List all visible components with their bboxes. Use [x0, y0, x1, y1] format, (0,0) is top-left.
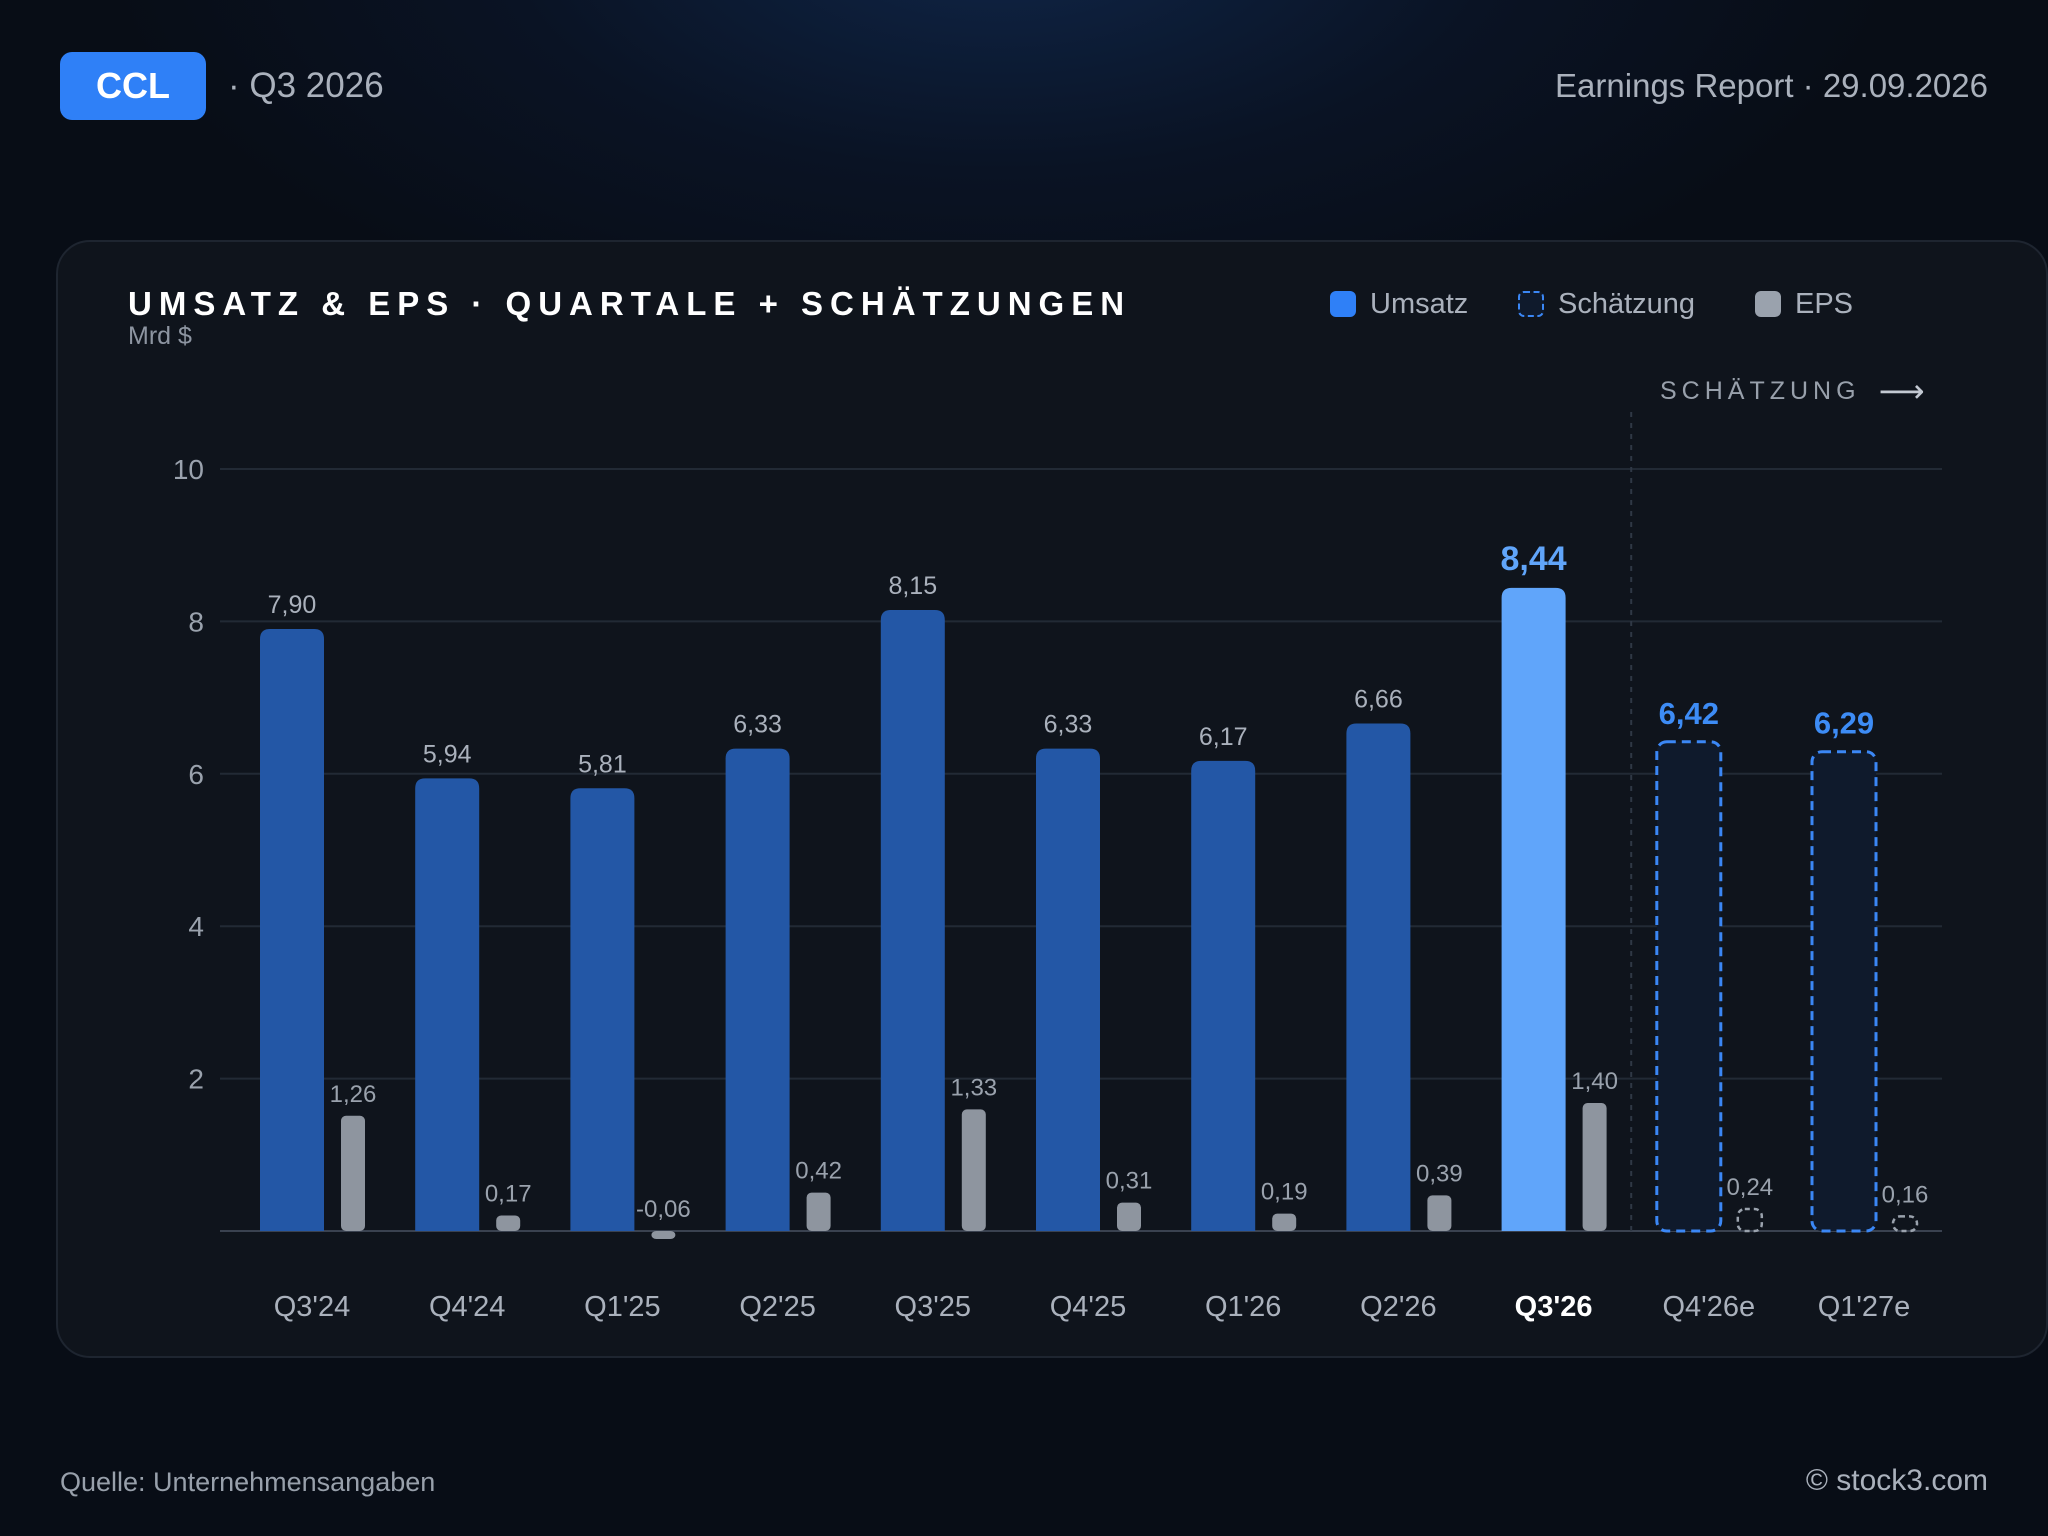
revenue-bar [415, 778, 480, 1231]
revenue-bar-estimate [1655, 740, 1723, 1233]
revenue-value-label: 7,90 [268, 591, 317, 619]
revenue-bar [570, 788, 635, 1231]
eps-value-label: 0,42 [795, 1158, 842, 1185]
x-tick-label: Q4'25 [1050, 1291, 1126, 1323]
x-tick-label: Q3'24 [274, 1291, 350, 1323]
y-tick-label: 2 [188, 1064, 204, 1095]
eps-bar [341, 1115, 365, 1231]
estimate-section-label: SCHÄTZUNG ⟶ [1660, 374, 1924, 408]
revenue-bar [1191, 760, 1256, 1231]
legend-item-eps: EPS [1755, 284, 1853, 324]
y-tick-label: 4 [188, 911, 204, 942]
revenue-value-label: 8,15 [888, 572, 937, 600]
y-tick-label: 8 [188, 606, 204, 637]
chart-unit: Mrd $ [128, 322, 192, 350]
x-tick-label: Q1'27e [1818, 1291, 1911, 1323]
revenue-value-label: 6,42 [1659, 696, 1719, 731]
report-period: · Q3 2026 [228, 66, 384, 105]
eps-bar [651, 1231, 676, 1239]
revenue-bar [1346, 723, 1411, 1231]
eps-value-label: -0,06 [636, 1196, 691, 1223]
eps-bar-estimate [1736, 1207, 1764, 1233]
revenue-value-label: 6,66 [1354, 686, 1403, 714]
revenue-bar [1501, 587, 1566, 1231]
x-tick-label: Q3'26 [1515, 1291, 1593, 1323]
x-tick-label: Q4'26e [1662, 1291, 1755, 1323]
eps-bar [496, 1215, 521, 1231]
estimate-section-text: SCHÄTZUNG [1660, 377, 1861, 405]
legend-swatch-revenue [1330, 291, 1356, 317]
report-date: Earnings Report · 29.09.2026 [1555, 67, 1988, 104]
legend-swatch-estimate [1518, 291, 1544, 317]
source-note: Quelle: Unternehmensangaben [60, 1467, 436, 1497]
eps-value-label: 1,40 [1571, 1068, 1618, 1095]
revenue-bar [725, 748, 790, 1231]
eps-value-label: 0,24 [1726, 1174, 1773, 1201]
revenue-value-label: 5,81 [578, 750, 627, 778]
x-tick-label: Q1'25 [584, 1291, 660, 1323]
legend-label-revenue: Umsatz [1370, 287, 1469, 320]
legend-item-estimate: Schätzung [1518, 284, 1695, 324]
x-tick-label: Q2'25 [739, 1291, 815, 1323]
eps-bar-estimate [1891, 1215, 1919, 1233]
eps-bar [961, 1109, 986, 1231]
eps-bar [806, 1192, 831, 1231]
ticker-badge: CCL [60, 52, 206, 120]
arrow-right-icon: ⟶ [1878, 373, 1925, 409]
eps-value-label: 0,31 [1106, 1168, 1153, 1195]
x-tick-label: Q1'26 [1205, 1291, 1281, 1323]
eps-bar [1272, 1213, 1297, 1231]
eps-value-label: 1,26 [330, 1081, 377, 1108]
eps-value-label: 0,39 [1416, 1160, 1463, 1187]
chart-title: UMSATZ & EPS · QUARTALE + SCHÄTZUNGEN [128, 285, 1132, 322]
revenue-value-label: 6,33 [1044, 711, 1093, 739]
eps-value-label: 1,33 [950, 1074, 997, 1101]
revenue-value-label: 6,17 [1199, 723, 1248, 751]
revenue-value-label: 8,44 [1501, 540, 1567, 578]
eps-bar [1582, 1102, 1607, 1231]
x-tick-label: Q3'25 [895, 1291, 971, 1323]
revenue-value-label: 5,94 [423, 740, 472, 768]
eps-value-label: 0,16 [1882, 1181, 1929, 1208]
revenue-bar [260, 629, 324, 1231]
revenue-value-label: 6,33 [733, 711, 782, 739]
eps-value-label: 0,17 [485, 1180, 532, 1207]
y-tick-label: 6 [188, 759, 204, 790]
y-tick-label: 10 [173, 454, 204, 485]
eps-value-label: 0,19 [1261, 1179, 1308, 1206]
legend-item-revenue: Umsatz [1330, 284, 1468, 324]
revenue-bar [1036, 748, 1100, 1231]
x-tick-label: Q2'26 [1360, 1291, 1436, 1323]
revenue-value-label: 6,29 [1814, 706, 1874, 741]
legend-label-estimate: Schätzung [1558, 287, 1696, 320]
copyright: © stock3.com [1805, 1464, 1988, 1497]
legend-swatch-eps [1755, 291, 1781, 317]
x-tick-label: Q4'24 [429, 1291, 505, 1323]
legend-label-eps: EPS [1795, 287, 1854, 320]
revenue-bar-estimate [1810, 750, 1878, 1233]
eps-bar [1117, 1202, 1141, 1231]
revenue-bar [880, 609, 945, 1231]
eps-bar [1427, 1195, 1452, 1231]
